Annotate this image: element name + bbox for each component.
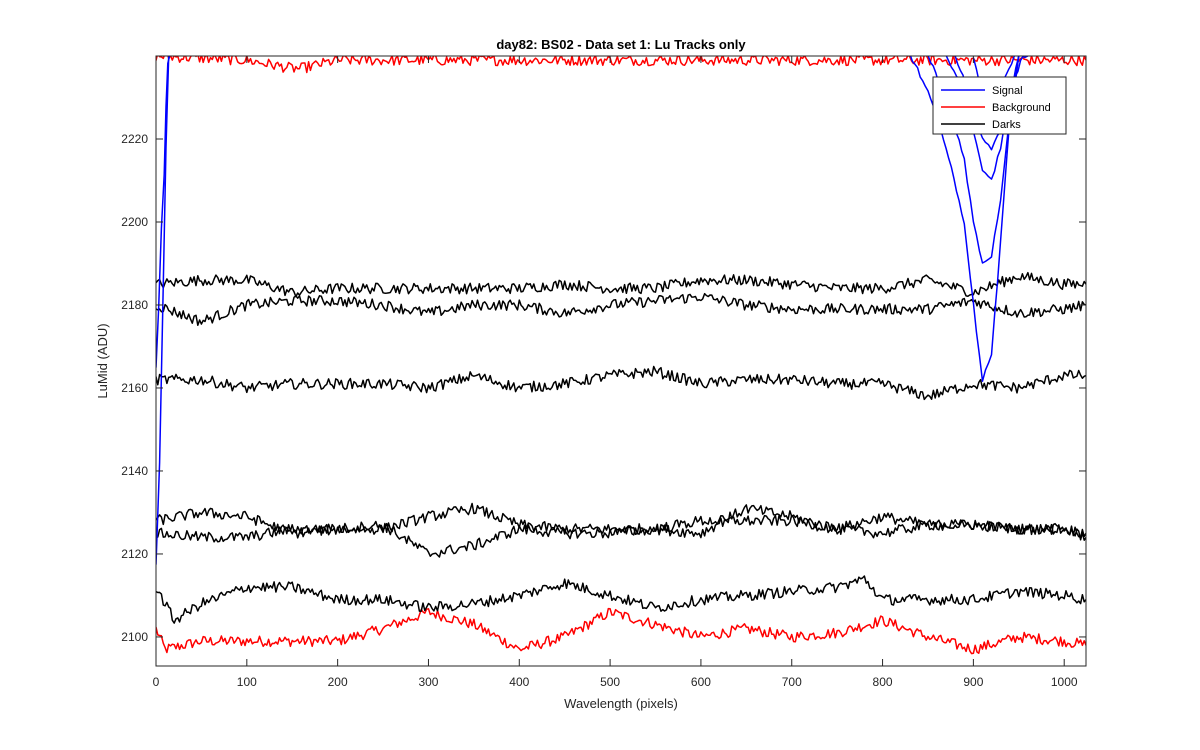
- series-line-signal-9: [156, 56, 170, 565]
- y-tick-label-2: 2140: [121, 464, 148, 478]
- x-tick-label-2: 200: [328, 675, 348, 689]
- x-tick-label-7: 700: [782, 675, 802, 689]
- x-tick-label-1: 100: [237, 675, 257, 689]
- series-line-background-0: [156, 607, 1086, 655]
- x-tick-label-3: 300: [418, 675, 438, 689]
- legend: Signal Background Darks: [932, 76, 1067, 135]
- legend-label-signal: Signal: [992, 85, 1023, 97]
- series-line-darks-7: [156, 575, 1086, 624]
- x-tick-label-6: 600: [691, 675, 711, 689]
- y-tick-label-3: 2160: [121, 381, 148, 395]
- y-tick-label-0: 2100: [121, 630, 148, 644]
- y-tick-label-1: 2120: [121, 547, 148, 561]
- axes-box: [155, 55, 1087, 667]
- series-line-darks-6: [156, 514, 1086, 558]
- chart-title: day82: BS02 - Data set 1: Lu Tracks only: [496, 37, 746, 52]
- x-tick-label-5: 500: [600, 675, 620, 689]
- x-tick-label-9: 900: [963, 675, 983, 689]
- series-line-background-1: [156, 56, 1086, 74]
- y-axis-label: LuMid (ADU): [95, 323, 110, 398]
- x-tick-label-0: 0: [153, 675, 160, 689]
- series-line-darks-2: [156, 271, 1086, 298]
- plot-area: [156, 56, 1086, 666]
- y-tick-label-4: 2180: [121, 298, 148, 312]
- ticks-layer: 0 100 200 300 400 500 600 700 800 900 1000 2100 2120…: [121, 56, 1086, 689]
- x-tick-label-10: 1000: [1051, 675, 1078, 689]
- legend-label-background: Background: [992, 102, 1051, 114]
- legend-label-darks: Darks: [992, 119, 1021, 131]
- x-tick-label-4: 400: [509, 675, 529, 689]
- series-line-darks-3: [156, 292, 1086, 326]
- series-line-signal-10: [909, 56, 1029, 382]
- x-axis-label: Wavelength (pixels): [564, 696, 678, 711]
- series-layer: [156, 56, 1086, 655]
- series-line-darks-4: [156, 365, 1086, 401]
- x-tick-label-8: 800: [873, 675, 893, 689]
- y-tick-label-5: 2200: [121, 215, 148, 229]
- y-tick-label-6: 2220: [121, 132, 148, 146]
